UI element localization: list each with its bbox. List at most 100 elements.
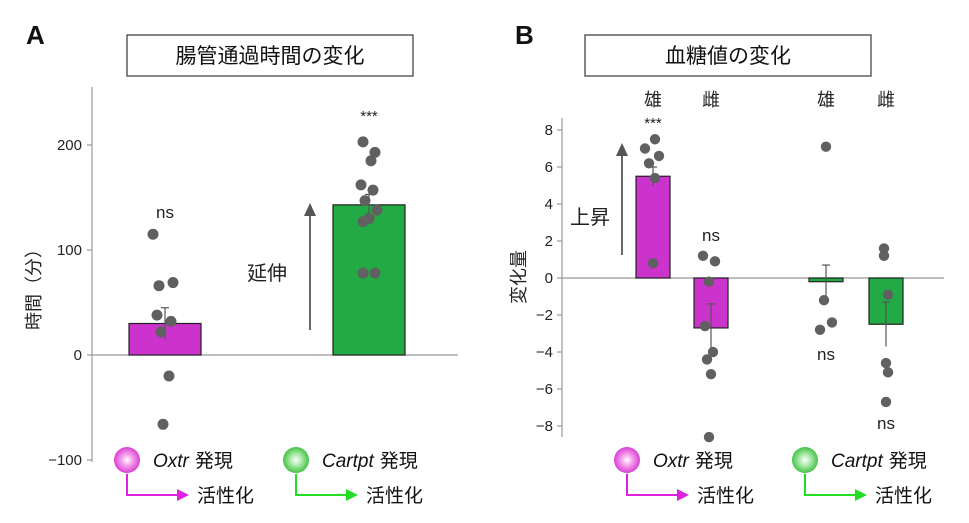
data-point (826, 317, 838, 328)
data-point (639, 143, 651, 154)
data-point (369, 146, 381, 158)
legend-marker (283, 447, 309, 473)
legend-marker (792, 447, 818, 473)
legend-action: 活性化 (697, 485, 754, 507)
legend-arrow-head (346, 489, 358, 501)
group-label: 雌 (702, 90, 720, 111)
legend-gene: Oxtr (153, 451, 190, 472)
data-point (355, 179, 367, 191)
data-point (705, 369, 717, 380)
legend-arrow-line (626, 474, 679, 496)
y-tick-label: 0 (545, 270, 553, 287)
data-point (371, 204, 383, 216)
data-point (709, 256, 721, 267)
y-tick-label: 0 (74, 347, 82, 364)
data-point (369, 267, 381, 279)
y-tick-label: 6 (545, 159, 553, 176)
data-point (882, 367, 894, 378)
data-point (365, 155, 377, 167)
panel-a-arrow-head (304, 203, 316, 216)
legend-arrow-head (677, 489, 689, 501)
data-point (703, 431, 715, 443)
legend-arrow-head (855, 489, 867, 501)
data-point (701, 354, 713, 365)
group-label: 雄 (817, 90, 835, 111)
y-tick-label: −8 (536, 418, 553, 435)
significance-label: ns (817, 345, 835, 364)
legend-label: Cartpt 発現 (322, 450, 418, 472)
data-point (878, 243, 890, 254)
data-point (357, 136, 369, 148)
panel-b-ylabel: 変化量 (509, 250, 530, 304)
panel-a-arrow-label: 延伸 (247, 261, 287, 285)
legend-gene: Cartpt (322, 451, 374, 472)
data-point (165, 315, 177, 327)
panel-a-title: 腸管通過時間の変化 (176, 44, 365, 68)
y-tick-label: −6 (536, 381, 553, 398)
y-tick-label: 8 (545, 122, 553, 139)
panel-a-ylabel: 時間（分） (24, 240, 45, 330)
legend-action: 活性化 (875, 485, 932, 507)
legend-action: 活性化 (366, 485, 423, 507)
panel-b-arrow-label: 上昇 (570, 205, 610, 229)
data-point (367, 184, 379, 196)
data-point (155, 326, 167, 338)
data-point (697, 250, 709, 261)
data-point (151, 309, 163, 321)
data-point (649, 172, 661, 184)
group-label: 雌 (877, 90, 895, 111)
legend-gene: Oxtr (653, 451, 690, 472)
y-tick-label: 200 (57, 137, 82, 154)
y-tick-label: 100 (57, 242, 82, 259)
significance-label: ns (702, 226, 720, 245)
y-tick-label: 2 (545, 233, 553, 250)
legend-suffix: 発現 (883, 450, 927, 472)
data-point (878, 250, 890, 261)
data-point (153, 280, 165, 292)
legend-action: 活性化 (197, 485, 254, 507)
panel-a-plot: −100 0 100 200 ns *** (48, 87, 458, 469)
legend-label: Cartpt 発現 (831, 450, 927, 472)
data-point (653, 150, 665, 162)
legend-suffix: 発現 (689, 450, 733, 472)
y-tick-label: −100 (48, 452, 82, 469)
data-point (643, 158, 655, 169)
y-tick-label: −2 (536, 307, 553, 324)
panel-b-plot: −8 −6 −4 −2 0 2 4 6 8 雄 雌 雄 雌 *** ns ns ns (536, 90, 944, 443)
data-point (820, 141, 832, 152)
panel-b-letter: B (515, 20, 534, 50)
legend-label: Oxtr 発現 (653, 450, 733, 472)
data-point (359, 195, 371, 207)
data-point (699, 320, 711, 332)
data-point (880, 396, 892, 408)
significance-label: *** (644, 115, 662, 132)
legend-suffix: 発現 (374, 450, 418, 472)
legend-marker (614, 447, 640, 473)
panel-b: B 血糖値の変化 変化量 −8−6−4−202468雄雌雄雌***nsnsns … (509, 20, 944, 443)
data-point (814, 324, 826, 335)
panel-b-title-box (584, 34, 872, 77)
significance-label: ns (156, 203, 174, 222)
significance-label: *** (360, 108, 378, 125)
data-point (647, 258, 659, 269)
panel-b-title: 血糖値の変化 (665, 44, 791, 68)
significance-label: ns (877, 414, 895, 433)
legend-gene: Cartpt (831, 451, 883, 472)
legend-marker (114, 447, 140, 473)
legend-label: Oxtr 発現 (153, 450, 233, 472)
legend-arrow-head (177, 489, 189, 501)
data-point (357, 267, 369, 279)
panel-a-title-box (126, 34, 414, 77)
panel-a: A 腸管通過時間の変化 時間（分） −100 0 100 200 ns *** 延伸 (24, 20, 458, 469)
data-point (163, 370, 175, 382)
data-point (818, 295, 830, 306)
panel-a-letter: A (26, 20, 45, 50)
data-point (882, 289, 894, 300)
legend-arrow-line (295, 474, 348, 496)
data-point (167, 277, 179, 289)
y-tick-label: 4 (545, 196, 553, 213)
data-point (157, 418, 169, 430)
